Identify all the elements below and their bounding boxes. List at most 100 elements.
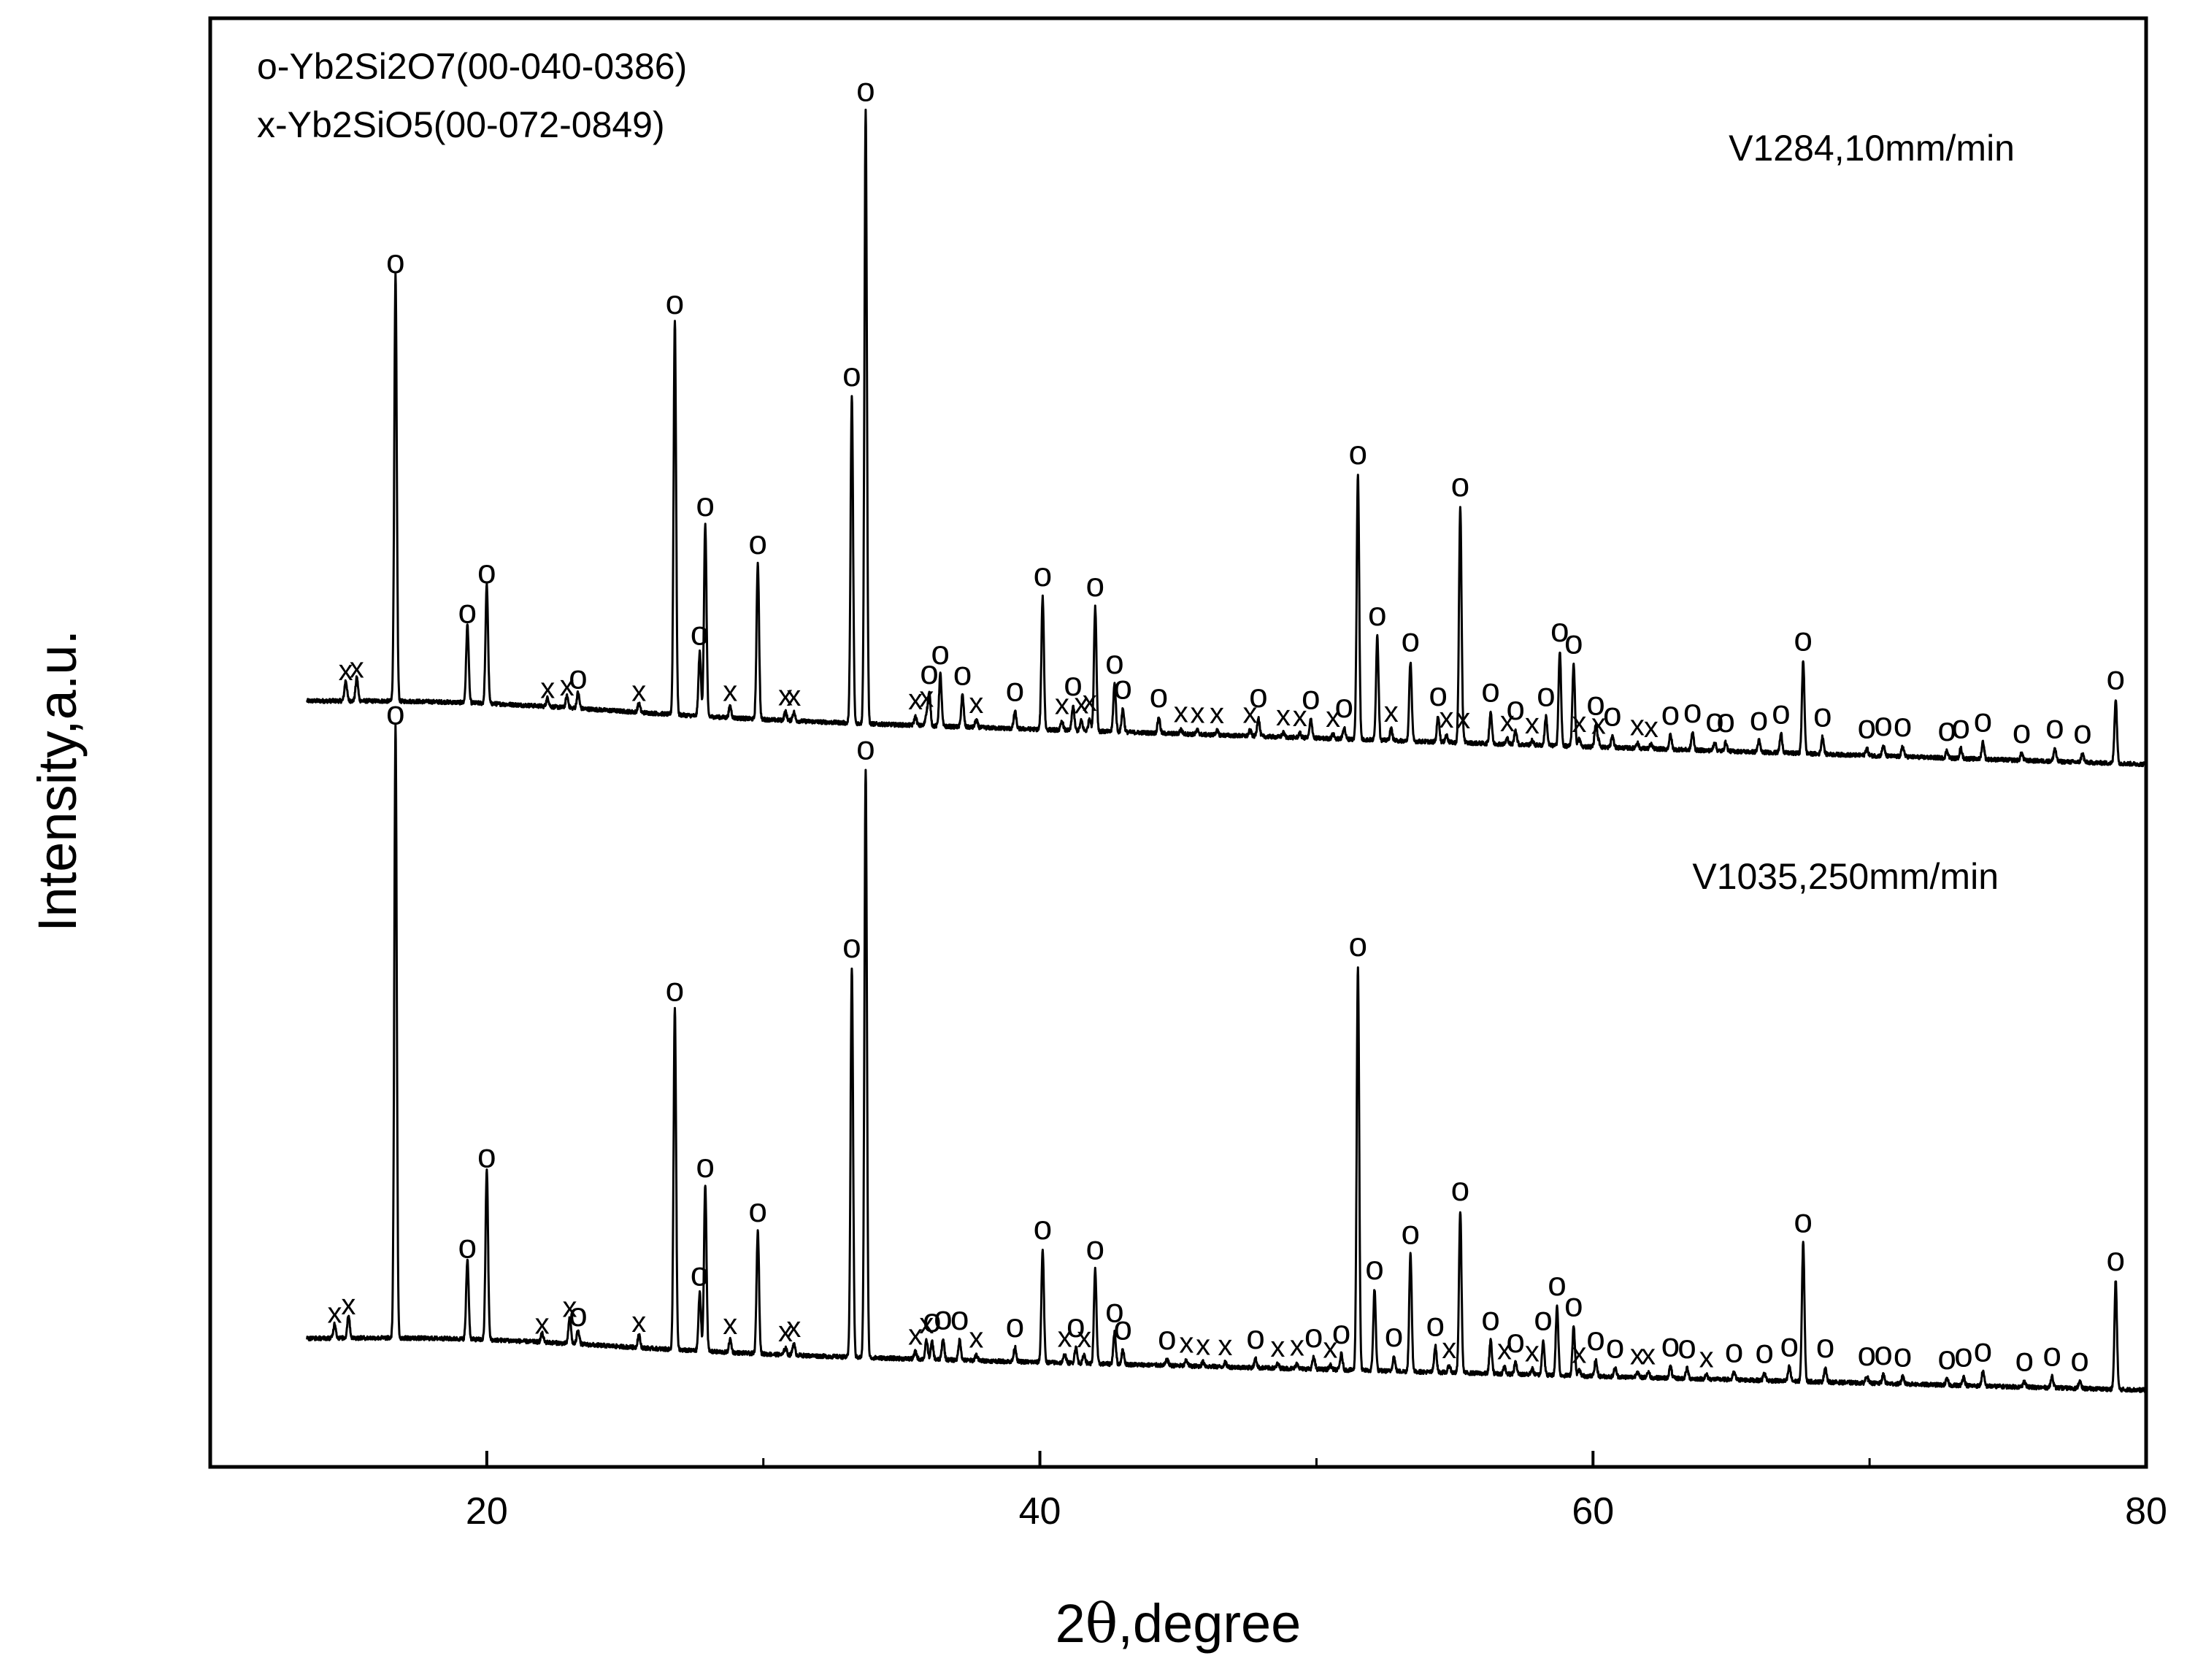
peak-marker-x: x <box>1055 689 1069 721</box>
peak-marker-o: o <box>2013 712 2032 750</box>
peak-marker-x: x <box>1270 1331 1285 1363</box>
peak-marker-o: o <box>1335 687 1354 725</box>
peak-marker-o: o <box>1586 1319 1605 1357</box>
peak-marker-x: x <box>1641 1339 1656 1371</box>
peak-marker-o: o <box>1304 1317 1323 1355</box>
peak-marker-x: x <box>1243 698 1258 730</box>
peak-marker-o: o <box>691 614 710 652</box>
peak-marker-x: x <box>631 675 646 707</box>
peak-marker-o: o <box>1564 623 1583 660</box>
peak-marker-o: o <box>1481 1300 1500 1338</box>
peak-marker-o: o <box>1974 1330 1993 1368</box>
peak-marker-o: o <box>1794 1201 1813 1239</box>
peak-marker-x: x <box>1196 1329 1210 1361</box>
peak-marker-x: x <box>1179 1328 1194 1360</box>
peak-marker-x: x <box>778 1316 793 1348</box>
diffraction-traces <box>306 108 2148 1393</box>
peak-marker-x: x <box>1326 701 1340 733</box>
x-axis-label-theta: θ <box>1085 1592 1118 1655</box>
plot-frame <box>208 16 2148 1469</box>
diffraction-trace-top <box>306 108 2148 768</box>
peak-marker-o: o <box>1716 701 1735 739</box>
peak-marker-x: x <box>560 670 574 702</box>
legend-line-2: x-Yb2SiO5(00-072-0849) <box>257 104 665 145</box>
peak-marker-o: o <box>1385 1316 1404 1354</box>
peak-marker-o: o <box>477 1136 496 1174</box>
peak-marker-o: o <box>1429 675 1448 713</box>
peak-marker-o: o <box>934 1298 953 1336</box>
peak-marker-x: x <box>1630 709 1645 741</box>
peak-marker-o: o <box>1603 695 1622 733</box>
peak-marker-o: o <box>1401 1214 1420 1252</box>
peak-marker-o: o <box>931 633 950 671</box>
peak-marker-o: o <box>1937 1338 1956 1376</box>
peak-marker-o: o <box>2070 1341 2089 1379</box>
peak-marker-o: o <box>691 1255 710 1292</box>
peak-marker-o: o <box>1858 1335 1877 1373</box>
peak-marker-o: o <box>1677 1328 1696 1365</box>
peak-marker-o: o <box>2073 713 2092 751</box>
peak-marker-o: o <box>1606 1328 1625 1365</box>
peak-marker-o: o <box>1772 693 1791 731</box>
peak-marker-o: o <box>1034 555 1053 593</box>
peak-marker-o: o <box>1537 676 1556 714</box>
peak-marker-o: o <box>1750 700 1769 738</box>
peak-marker-x: x <box>786 680 801 712</box>
x-axis-label-prefix: 2 <box>1056 1593 1085 1654</box>
peak-marker-o: o <box>1874 1334 1893 1372</box>
peak-marker-o: o <box>1954 1336 1973 1374</box>
peak-marker-o: o <box>950 1299 969 1337</box>
peak-marker-x: x <box>1290 1330 1304 1363</box>
peak-marker-x: x <box>535 1308 550 1340</box>
peak-marker-o: o <box>1506 1322 1525 1360</box>
peak-marker-o: o <box>1006 671 1025 709</box>
peak-marker-o: o <box>1661 1325 1680 1363</box>
peak-marker-x: x <box>1218 1330 1232 1362</box>
peak-marker-o: o <box>1858 707 1877 745</box>
x-axis-label-suffix: ,degree <box>1118 1593 1301 1654</box>
peak-marker-o: o <box>1974 701 1993 739</box>
peak-marker-o: o <box>1481 671 1500 709</box>
series-label-bottom: V1035,250mm/min <box>1692 856 1999 897</box>
peak-marker-x: x <box>1572 706 1586 739</box>
peak-marker-o: o <box>1158 1319 1177 1357</box>
peak-marker-x: x <box>919 1308 934 1340</box>
peak-marker-o: o <box>1951 707 1970 745</box>
peak-marker-x: x <box>908 684 923 716</box>
legend-line-1: o-Yb2Si2O7(00-040-0386) <box>257 46 687 87</box>
peak-marker-o: o <box>1661 694 1680 732</box>
peak-marker-o: o <box>1113 668 1132 706</box>
peak-marker-o: o <box>666 283 685 321</box>
peak-marker-o: o <box>386 694 405 732</box>
peak-marker-o: o <box>842 927 861 965</box>
peak-marker-o: o <box>1348 434 1367 471</box>
diffraction-trace-bottom <box>306 723 2148 1393</box>
peak-marker-o: o <box>748 523 767 561</box>
peak-marker-x: x <box>1572 1337 1586 1369</box>
peak-marker-x: x <box>1083 685 1097 717</box>
x-tick-label: 60 <box>1572 1490 1614 1533</box>
x-tick-label: 20 <box>466 1490 508 1533</box>
x-axis-ticks: 20 40 60 80 <box>209 1451 2167 1533</box>
plot-area <box>208 16 2148 1469</box>
peak-marker-x: x <box>969 1322 983 1354</box>
peak-marker-x: x <box>540 672 555 704</box>
peak-marker-o: o <box>1246 1318 1265 1356</box>
peak-marker-o: o <box>2045 707 2064 745</box>
peak-marker-o: o <box>748 1191 767 1229</box>
peak-marker-o: o <box>1006 1306 1025 1344</box>
peak-marker-o: o <box>1937 710 1956 748</box>
peak-marker-o: o <box>458 1228 477 1265</box>
peak-marker-o: o <box>1780 1326 1799 1364</box>
peak-marker-o: o <box>2015 1341 2034 1379</box>
peak-marker-x: x <box>1191 697 1205 729</box>
peak-marker-x: x <box>1276 700 1291 732</box>
peak-marker-o: o <box>1894 706 1913 744</box>
peak-marker-o: o <box>1368 595 1387 633</box>
peak-marker-o: o <box>2042 1336 2061 1373</box>
peak-marker-o: o <box>1150 677 1169 714</box>
peak-marker-o: o <box>1451 1170 1470 1208</box>
peak-marker-o: o <box>1034 1209 1053 1246</box>
peak-marker-x: x <box>919 682 934 714</box>
